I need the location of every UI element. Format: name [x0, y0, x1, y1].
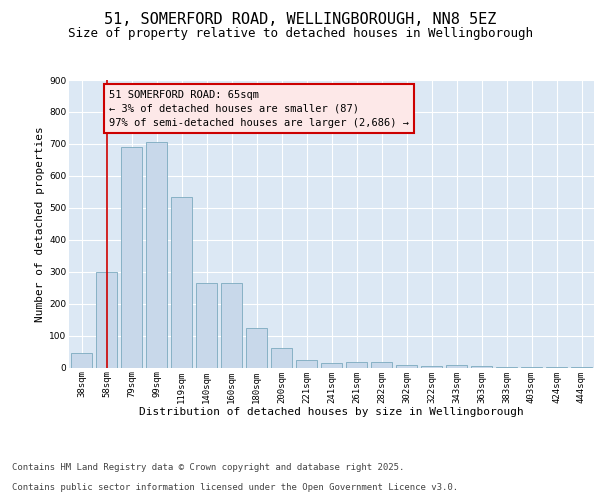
Bar: [521, 367, 542, 368]
Bar: [121, 147, 142, 368]
Bar: [346, 362, 367, 368]
Bar: [571, 367, 592, 368]
Bar: [146, 142, 167, 368]
Text: Size of property relative to detached houses in Wellingborough: Size of property relative to detached ho…: [67, 28, 533, 40]
X-axis label: Distribution of detached houses by size in Wellingborough: Distribution of detached houses by size …: [139, 406, 524, 416]
Bar: [271, 348, 292, 368]
Bar: [171, 196, 192, 368]
Bar: [496, 366, 517, 368]
Bar: [446, 365, 467, 368]
Bar: [96, 272, 117, 368]
Y-axis label: Number of detached properties: Number of detached properties: [35, 126, 45, 322]
Bar: [246, 328, 267, 368]
Bar: [71, 353, 92, 368]
Text: 51 SOMERFORD ROAD: 65sqm
← 3% of detached houses are smaller (87)
97% of semi-de: 51 SOMERFORD ROAD: 65sqm ← 3% of detache…: [109, 90, 409, 128]
Bar: [546, 367, 567, 368]
Bar: [371, 362, 392, 368]
Bar: [296, 360, 317, 368]
Bar: [221, 283, 242, 368]
Bar: [396, 365, 417, 368]
Text: Contains public sector information licensed under the Open Government Licence v3: Contains public sector information licen…: [12, 484, 458, 492]
Bar: [471, 366, 492, 368]
Bar: [321, 362, 342, 368]
Text: 51, SOMERFORD ROAD, WELLINGBOROUGH, NN8 5EZ: 51, SOMERFORD ROAD, WELLINGBOROUGH, NN8 …: [104, 12, 496, 28]
Bar: [196, 283, 217, 368]
Text: Contains HM Land Registry data © Crown copyright and database right 2025.: Contains HM Land Registry data © Crown c…: [12, 464, 404, 472]
Bar: [421, 366, 442, 368]
